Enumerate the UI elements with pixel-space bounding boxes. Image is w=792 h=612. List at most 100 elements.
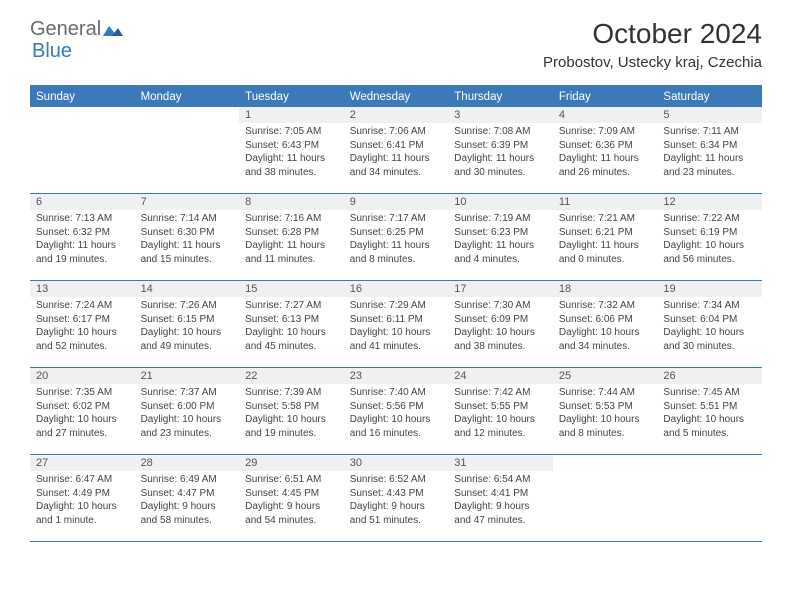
day-number — [135, 107, 240, 111]
sunrise-text: Sunrise: 7:40 AM — [350, 386, 443, 400]
sunset-text: Sunset: 6:34 PM — [663, 139, 756, 153]
day-number: 25 — [553, 368, 658, 384]
day-cell: 26Sunrise: 7:45 AMSunset: 5:51 PMDayligh… — [657, 368, 762, 454]
day-cell: 27Sunrise: 6:47 AMSunset: 4:49 PMDayligh… — [30, 455, 135, 541]
daylight-text: Daylight: 10 hours and 8 minutes. — [559, 413, 652, 440]
sunset-text: Sunset: 6:15 PM — [141, 313, 234, 327]
day-details: Sunrise: 7:42 AMSunset: 5:55 PMDaylight:… — [448, 384, 553, 444]
day-cell: 2Sunrise: 7:06 AMSunset: 6:41 PMDaylight… — [344, 107, 449, 193]
sunrise-text: Sunrise: 7:05 AM — [245, 125, 338, 139]
day-details: Sunrise: 7:06 AMSunset: 6:41 PMDaylight:… — [344, 123, 449, 183]
day-number: 8 — [239, 194, 344, 210]
day-cell: 18Sunrise: 7:32 AMSunset: 6:06 PMDayligh… — [553, 281, 658, 367]
sunrise-text: Sunrise: 7:26 AM — [141, 299, 234, 313]
day-number: 28 — [135, 455, 240, 471]
day-cell: 20Sunrise: 7:35 AMSunset: 6:02 PMDayligh… — [30, 368, 135, 454]
sunrise-text: Sunrise: 7:44 AM — [559, 386, 652, 400]
daylight-text: Daylight: 11 hours and 15 minutes. — [141, 239, 234, 266]
sunrise-text: Sunrise: 6:54 AM — [454, 473, 547, 487]
daylight-text: Daylight: 11 hours and 8 minutes. — [350, 239, 443, 266]
day-number: 7 — [135, 194, 240, 210]
day-cell: 16Sunrise: 7:29 AMSunset: 6:11 PMDayligh… — [344, 281, 449, 367]
day-details: Sunrise: 7:13 AMSunset: 6:32 PMDaylight:… — [30, 210, 135, 270]
daylight-text: Daylight: 10 hours and 41 minutes. — [350, 326, 443, 353]
sunrise-text: Sunrise: 7:19 AM — [454, 212, 547, 226]
day-cell: 28Sunrise: 6:49 AMSunset: 4:47 PMDayligh… — [135, 455, 240, 541]
dow-saturday: Saturday — [657, 87, 762, 107]
daylight-text: Daylight: 9 hours and 58 minutes. — [141, 500, 234, 527]
sunrise-text: Sunrise: 7:27 AM — [245, 299, 338, 313]
sunset-text: Sunset: 6:32 PM — [36, 226, 129, 240]
day-cell: 8Sunrise: 7:16 AMSunset: 6:28 PMDaylight… — [239, 194, 344, 280]
day-cell: 31Sunrise: 6:54 AMSunset: 4:41 PMDayligh… — [448, 455, 553, 541]
day-number: 1 — [239, 107, 344, 123]
day-details: Sunrise: 7:45 AMSunset: 5:51 PMDaylight:… — [657, 384, 762, 444]
daylight-text: Daylight: 11 hours and 0 minutes. — [559, 239, 652, 266]
daylight-text: Daylight: 9 hours and 47 minutes. — [454, 500, 547, 527]
sunrise-text: Sunrise: 7:06 AM — [350, 125, 443, 139]
day-number: 27 — [30, 455, 135, 471]
daylight-text: Daylight: 10 hours and 45 minutes. — [245, 326, 338, 353]
daylight-text: Daylight: 10 hours and 27 minutes. — [36, 413, 129, 440]
month-title: October 2024 — [543, 18, 762, 50]
day-details: Sunrise: 6:54 AMSunset: 4:41 PMDaylight:… — [448, 471, 553, 531]
day-cell: 11 Sunrise: 7:21 AMSunset: 6:21 PMDayligh… — [553, 194, 658, 280]
daylight-text: Daylight: 11 hours and 26 minutes. — [559, 152, 652, 179]
logo-text-2: Blue — [32, 40, 72, 63]
day-details: Sunrise: 7:32 AMSunset: 6:06 PMDaylight:… — [553, 297, 658, 357]
daylight-text: Daylight: 10 hours and 16 minutes. — [350, 413, 443, 440]
day-cell: 25Sunrise: 7:44 AMSunset: 5:53 PMDayligh… — [553, 368, 658, 454]
sunrise-text: Sunrise: 7:13 AM — [36, 212, 129, 226]
day-number: 23 — [344, 368, 449, 384]
day-number: 3 — [448, 107, 553, 123]
day-cell: 30Sunrise: 6:52 AMSunset: 4:43 PMDayligh… — [344, 455, 449, 541]
day-cell: 12Sunrise: 7:22 AMSunset: 6:19 PMDayligh… — [657, 194, 762, 280]
sunset-text: Sunset: 6:41 PM — [350, 139, 443, 153]
sunrise-text: Sunrise: 7:42 AM — [454, 386, 547, 400]
sunrise-text: Sunrise: 7:24 AM — [36, 299, 129, 313]
daylight-text: Daylight: 10 hours and 56 minutes. — [663, 239, 756, 266]
daylight-text: Daylight: 10 hours and 1 minute. — [36, 500, 129, 527]
sunset-text: Sunset: 5:55 PM — [454, 400, 547, 414]
sunrise-text: Sunrise: 6:52 AM — [350, 473, 443, 487]
header: General October 2024 Probostov, Ustecky … — [0, 0, 792, 77]
sunset-text: Sunset: 6:25 PM — [350, 226, 443, 240]
sunset-text: Sunset: 4:47 PM — [141, 487, 234, 501]
day-details: Sunrise: 7:14 AMSunset: 6:30 PMDaylight:… — [135, 210, 240, 270]
daylight-text: Daylight: 11 hours and 11 minutes. — [245, 239, 338, 266]
day-details: Sunrise: 6:51 AMSunset: 4:45 PMDaylight:… — [239, 471, 344, 531]
sunset-text: Sunset: 6:21 PM — [559, 226, 652, 240]
sunrise-text: Sunrise: 7:30 AM — [454, 299, 547, 313]
day-number: 31 — [448, 455, 553, 471]
week-row: 6Sunrise: 7:13 AMSunset: 6:32 PMDaylight… — [30, 194, 762, 281]
sunset-text: Sunset: 5:51 PM — [663, 400, 756, 414]
sunset-text: Sunset: 6:00 PM — [141, 400, 234, 414]
day-number: 11 — [553, 194, 658, 210]
sunset-text: Sunset: 6:17 PM — [36, 313, 129, 327]
logo: General — [30, 18, 125, 41]
day-number — [657, 455, 762, 459]
day-details: Sunrise: 7:34 AMSunset: 6:04 PMDaylight:… — [657, 297, 762, 357]
day-number: 16 — [344, 281, 449, 297]
day-details: Sunrise: 7:30 AMSunset: 6:09 PMDaylight:… — [448, 297, 553, 357]
day-details: Sunrise: 7:26 AMSunset: 6:15 PMDaylight:… — [135, 297, 240, 357]
sunrise-text: Sunrise: 7:09 AM — [559, 125, 652, 139]
day-cell: 15Sunrise: 7:27 AMSunset: 6:13 PMDayligh… — [239, 281, 344, 367]
day-cell: 23Sunrise: 7:40 AMSunset: 5:56 PMDayligh… — [344, 368, 449, 454]
sunrise-text: Sunrise: 7:08 AM — [454, 125, 547, 139]
day-number: 13 — [30, 281, 135, 297]
daylight-text: Daylight: 10 hours and 12 minutes. — [454, 413, 547, 440]
sunrise-text: Sunrise: 7:21 AM — [559, 212, 652, 226]
daylight-text: Daylight: 10 hours and 5 minutes. — [663, 413, 756, 440]
day-cell: 14Sunrise: 7:26 AMSunset: 6:15 PMDayligh… — [135, 281, 240, 367]
sunset-text: Sunset: 6:11 PM — [350, 313, 443, 327]
day-details: Sunrise: 6:49 AMSunset: 4:47 PMDaylight:… — [135, 471, 240, 531]
sunset-text: Sunset: 4:43 PM — [350, 487, 443, 501]
day-number: 24 — [448, 368, 553, 384]
daylight-text: Daylight: 11 hours and 38 minutes. — [245, 152, 338, 179]
dow-wednesday: Wednesday — [344, 87, 449, 107]
daylight-text: Daylight: 10 hours and 30 minutes. — [663, 326, 756, 353]
week-row: 20Sunrise: 7:35 AMSunset: 6:02 PMDayligh… — [30, 368, 762, 455]
sunset-text: Sunset: 4:41 PM — [454, 487, 547, 501]
day-cell: 13Sunrise: 7:24 AMSunset: 6:17 PMDayligh… — [30, 281, 135, 367]
